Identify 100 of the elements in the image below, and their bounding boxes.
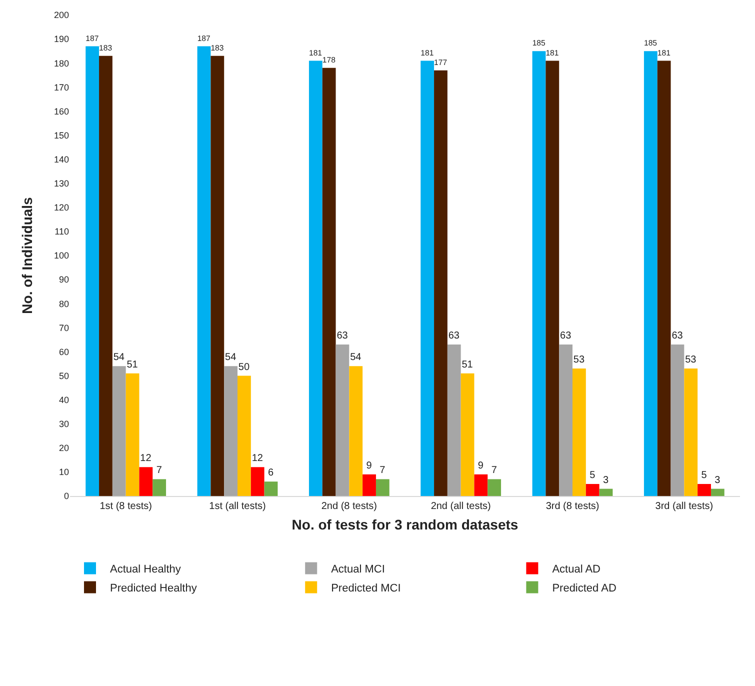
data-label: 5 [590, 470, 596, 481]
bar [376, 479, 390, 496]
bar [532, 51, 546, 496]
x-tick-label: 1st (8 tests) [100, 501, 152, 512]
legend-label: Predicted AD [552, 582, 616, 595]
data-label: 187 [197, 34, 210, 43]
data-label: 7 [380, 465, 386, 476]
bar [698, 484, 711, 496]
y-tick-label: 70 [58, 322, 69, 333]
legend-label: Actual MCI [331, 564, 385, 576]
data-label: 50 [238, 362, 250, 373]
data-label: 181 [546, 48, 559, 58]
bar [447, 344, 461, 496]
x-tick-label: 2nd (all tests) [430, 501, 491, 512]
y-tick-label: 60 [58, 346, 69, 357]
data-label: 5 [701, 470, 708, 481]
y-tick-label: 180 [54, 58, 69, 68]
bar [657, 60, 671, 496]
data-label: 181 [657, 48, 670, 58]
bar [126, 373, 140, 496]
bar [420, 60, 434, 496]
bar [362, 474, 376, 496]
data-label: 183 [210, 44, 224, 53]
y-tick-label: 80 [58, 298, 69, 309]
x-tick-label: 3rd (8 tests) [546, 501, 600, 512]
bar [308, 60, 322, 496]
y-tick-label: 120 [54, 202, 69, 213]
bar [139, 467, 153, 496]
data-label: 63 [448, 330, 460, 342]
data-label: 63 [336, 330, 348, 342]
data-label: 7 [156, 465, 162, 476]
bar [559, 344, 572, 496]
data-label: 7 [491, 465, 498, 476]
bar [488, 479, 502, 496]
bar [112, 366, 126, 496]
y-tick-label: 0 [64, 491, 69, 502]
data-label: 54 [350, 352, 362, 364]
data-label: 54 [113, 352, 125, 364]
data-label: 6 [268, 468, 274, 479]
data-label: 3 [714, 474, 721, 486]
data-label: 12 [252, 453, 264, 464]
bar [572, 368, 586, 496]
data-label: 12 [140, 453, 152, 464]
bar [99, 56, 112, 496]
y-tick-label: 200 [54, 10, 69, 20]
data-label: 3 [603, 474, 609, 486]
y-tick-label: 140 [54, 154, 69, 164]
data-label: 185 [532, 38, 546, 48]
bar [670, 344, 684, 496]
bar [322, 68, 336, 496]
bar [250, 467, 264, 496]
y-axis-title: No. of Individuals [19, 196, 35, 314]
data-label: 63 [560, 330, 572, 342]
bar [152, 479, 166, 496]
y-tick-label: 160 [54, 106, 69, 116]
bar [238, 376, 251, 496]
legend-label: Predicted Healthy [110, 582, 198, 595]
data-label: 9 [478, 460, 484, 472]
y-tick-label: 150 [54, 130, 69, 140]
y-tick-label: 130 [54, 178, 69, 188]
data-label: 53 [685, 354, 697, 366]
bar [474, 474, 488, 496]
bar [599, 488, 613, 496]
y-tick-label: 90 [58, 274, 69, 285]
data-label: 178 [322, 56, 336, 65]
data-label: 53 [573, 354, 585, 366]
bar [336, 344, 350, 496]
bar [586, 484, 600, 496]
data-label: 177 [434, 58, 448, 67]
data-label: 185 [644, 38, 658, 48]
bar [86, 46, 100, 496]
bar [264, 482, 278, 496]
bar [546, 60, 560, 496]
y-tick-label: 170 [54, 82, 69, 92]
y-tick-label: 50 [58, 370, 69, 381]
bar [684, 368, 698, 496]
y-tick-label: 20 [58, 443, 69, 454]
data-label: 63 [672, 330, 684, 342]
bar [460, 373, 474, 496]
y-tick-label: 40 [58, 394, 69, 405]
data-label: 183 [99, 44, 112, 53]
bar [710, 488, 724, 496]
data-label: 51 [126, 359, 138, 370]
x-tick-label: 3rd (all tests) [655, 501, 714, 512]
legend-label: Actual AD [552, 564, 601, 576]
y-tick-label: 100 [54, 250, 69, 261]
x-tick-label: 1st (all tests) [209, 501, 266, 512]
legend-label: Predicted MCI [331, 582, 401, 595]
x-tick-label: 2nd (8 tests) [321, 501, 377, 512]
legend-label: Actual Healthy [110, 564, 182, 576]
data-label: 51 [462, 359, 474, 370]
data-label: 54 [225, 352, 237, 364]
bar [197, 46, 211, 496]
bar [644, 51, 658, 496]
y-tick-label: 30 [58, 419, 69, 429]
bar [210, 56, 224, 496]
bar [349, 366, 363, 496]
x-axis-title: No. of tests for 3 random datasets [292, 516, 518, 532]
data-label: 187 [86, 34, 99, 43]
data-label: 9 [366, 460, 372, 472]
